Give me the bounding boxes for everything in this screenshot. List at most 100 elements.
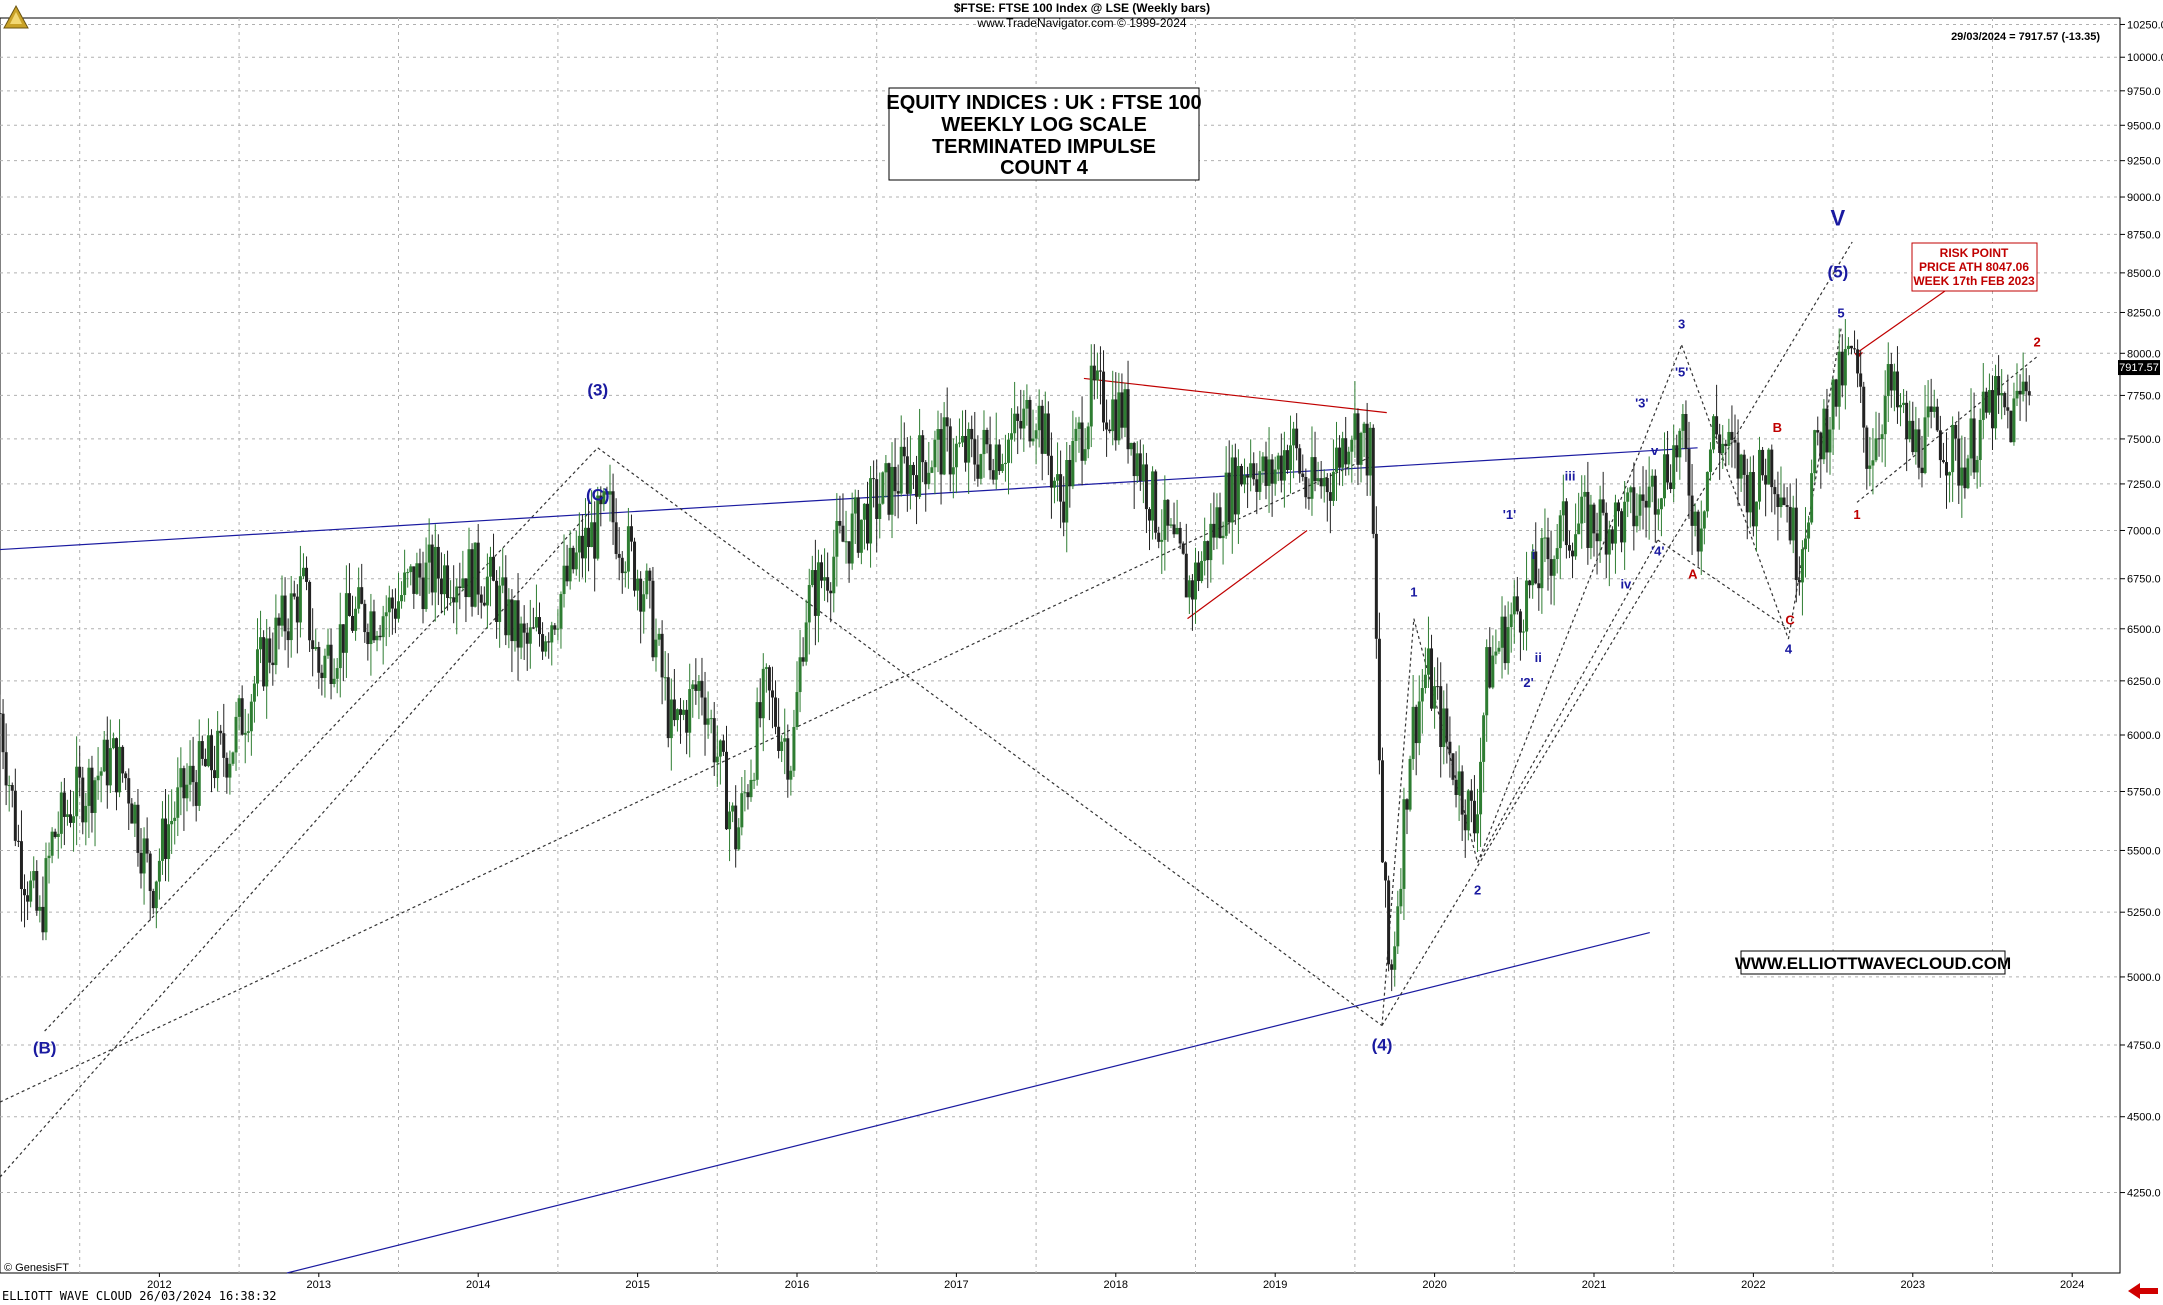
candle-body (544, 641, 548, 652)
candle-body (2027, 391, 2031, 396)
candle-body (1923, 417, 1927, 474)
candle-body (167, 824, 171, 859)
candle-body (1761, 449, 1765, 476)
candle-body (1617, 502, 1621, 512)
candle-body (1040, 405, 1044, 454)
candle-body (617, 553, 621, 558)
candle-body (369, 611, 373, 645)
candle-body (1571, 550, 1575, 557)
x-tick-label: 2023 (1901, 1279, 1925, 1291)
candle-body (510, 599, 514, 642)
candle-body (596, 495, 600, 559)
candle-body (69, 814, 73, 823)
x-axis-ticks: 2012 2013 2014 2015 2016 2017 2018 2019 2020 2021… (147, 1273, 2084, 1291)
candle-body (347, 593, 351, 616)
wave-label: B (1773, 420, 1782, 435)
candle-body (945, 417, 949, 427)
candle-body (7, 785, 11, 787)
candle-body (228, 763, 232, 778)
candle-body (378, 635, 382, 638)
candle-body (538, 617, 542, 635)
candle-body (442, 565, 446, 595)
trendline (597, 447, 1383, 1027)
candle-body (326, 644, 330, 656)
candle-body (498, 585, 502, 622)
candle-body (78, 766, 82, 778)
candle-body (1552, 559, 1556, 576)
candle-body (1742, 454, 1746, 475)
candle-body (1883, 396, 1887, 435)
wave-label: (4) (1372, 1036, 1393, 1055)
y-tick-label: 7750.0 (2127, 390, 2161, 402)
candle-body (160, 818, 164, 861)
candle-body (724, 751, 728, 830)
candle-body (780, 741, 784, 751)
candle-body (1433, 686, 1437, 709)
candle-body (1672, 445, 1676, 489)
candle-body (1966, 458, 1970, 489)
trendline (1787, 328, 1842, 640)
candle-body (1886, 364, 1890, 397)
candle-body (666, 677, 670, 739)
candle-body (777, 726, 781, 751)
candle-body (890, 466, 894, 515)
candle-body (1230, 457, 1234, 523)
candle-body (1696, 511, 1700, 552)
wave-label: 1 (1410, 585, 1417, 600)
candle-body (1800, 549, 1804, 583)
candle-body (1304, 476, 1308, 498)
y-tick-label: 10250.0 (2127, 19, 2163, 31)
candle-body (1420, 688, 1424, 702)
candle-body (740, 793, 744, 828)
wave-label: '1' (1503, 507, 1516, 522)
candle-body (525, 632, 529, 644)
candle-body (142, 838, 146, 874)
candle-body (372, 611, 376, 641)
candle-body (283, 595, 287, 632)
candle-body (1077, 422, 1081, 429)
copyright-text: © GenesisFT (4, 1262, 69, 1274)
candle-body (81, 777, 85, 823)
candle-body (2024, 381, 2028, 392)
candle-body (415, 563, 419, 594)
candle-body (409, 566, 413, 573)
candle-body (973, 439, 977, 465)
candle-body (1273, 469, 1277, 484)
candle-body (1635, 515, 1639, 527)
candle-body (351, 615, 355, 631)
wave-label: iv (1620, 577, 1632, 592)
candle-body (712, 718, 716, 763)
candle-body (1319, 478, 1323, 487)
candle-body (4, 752, 8, 786)
candle-body (1598, 499, 1602, 542)
wave-label: '5' (1675, 365, 1688, 380)
candle-body (1865, 427, 1869, 469)
candle-body (1525, 580, 1529, 632)
candle-body (1708, 449, 1712, 472)
candle-body (121, 746, 125, 774)
candle-body (1819, 432, 1823, 460)
candle-body (308, 581, 312, 641)
candle-body (1331, 471, 1335, 501)
candle-body (565, 565, 569, 582)
candle-body (317, 647, 321, 673)
candle-body (1160, 539, 1164, 542)
candle-body (424, 562, 428, 610)
candle-body (872, 478, 876, 480)
candle-body (1712, 416, 1716, 450)
candle-body (850, 513, 854, 564)
candle-body (1095, 370, 1099, 381)
candle-body (1439, 686, 1443, 748)
scroll-arrow-icon[interactable] (2128, 1283, 2158, 1299)
candle-body (504, 577, 508, 636)
candle-body (979, 454, 983, 479)
candle-body (1626, 492, 1630, 502)
candle-body (1957, 438, 1961, 486)
candle-body (1534, 551, 1538, 584)
candle-body (1592, 504, 1596, 534)
candle-body (2021, 381, 2025, 395)
candle-body (1476, 814, 1480, 834)
candle-body (154, 881, 158, 909)
candle-body (590, 522, 594, 548)
candle-body (170, 820, 174, 825)
